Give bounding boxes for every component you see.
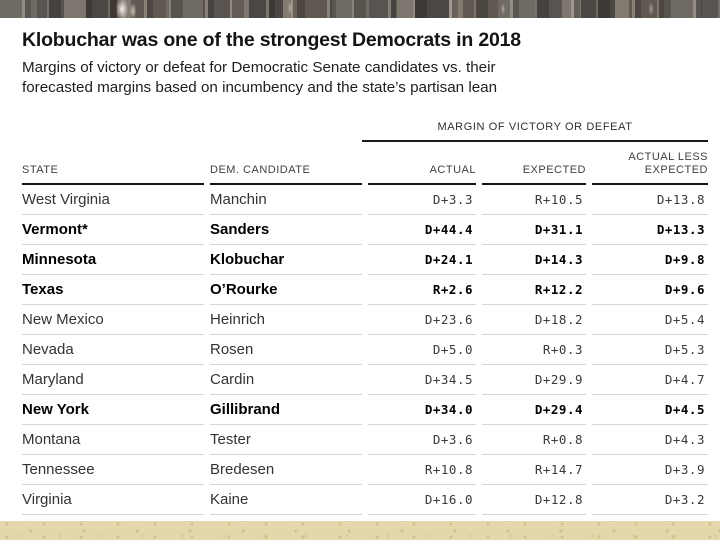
table-row: Vermont* Sanders D+44.4 D+31.1 D+13.3 (22, 215, 708, 245)
column-group-spacer (22, 121, 362, 142)
diff-cell: D+4.5 (592, 395, 708, 425)
state-cell: New Mexico (22, 305, 204, 335)
header-photo-strip (0, 0, 720, 18)
expected-cell: R+0.8 (482, 425, 586, 455)
diff-cell: D+13.3 (592, 215, 708, 245)
candidate-cell: Cardin (210, 365, 362, 395)
table-row: Maryland Cardin D+34.5 D+29.9 D+4.7 (22, 365, 708, 395)
state-cell: Maryland (22, 365, 204, 395)
actual-cell: D+3.6 (368, 425, 476, 455)
state-cell: New York (22, 395, 204, 425)
col-header-diff: ACTUAL LESS EXPECTED (592, 151, 708, 185)
table-card: Klobuchar was one of the strongest Democ… (0, 18, 720, 521)
candidate-cell: Klobuchar (210, 245, 362, 275)
expected-cell: D+12.8 (482, 485, 586, 515)
expected-cell: R+12.2 (482, 275, 586, 305)
actual-cell: D+5.0 (368, 335, 476, 365)
expected-cell: D+29.4 (482, 395, 586, 425)
table-row: Nevada Rosen D+5.0 R+0.3 D+5.3 (22, 335, 708, 365)
col-header-state: STATE (22, 164, 204, 185)
candidate-cell: Sanders (210, 215, 362, 245)
state-cell: Montana (22, 425, 204, 455)
expected-cell: D+31.1 (482, 215, 586, 245)
subtitle-line2: forecasted margins based on incumbency a… (22, 78, 498, 96)
expected-cell: D+18.2 (482, 305, 586, 335)
candidate-cell: O’Rourke (210, 275, 362, 305)
table-row: Montana Tester D+3.6 R+0.8 D+4.3 (22, 425, 708, 455)
expected-cell: D+14.3 (482, 245, 586, 275)
candidate-cell: Manchin (210, 185, 362, 215)
state-cell: Texas (22, 275, 204, 305)
diff-cell: D+5.4 (592, 305, 708, 335)
col-header-actual: ACTUAL (368, 164, 476, 185)
diff-cell: D+3.2 (592, 485, 708, 515)
data-table: MARGIN OF VICTORY OR DEFEAT STATE DEM. C… (22, 121, 708, 515)
diff-cell: D+3.9 (592, 455, 708, 485)
state-cell: Nevada (22, 335, 204, 365)
candidate-cell: Bredesen (210, 455, 362, 485)
column-group-row: MARGIN OF VICTORY OR DEFEAT (22, 121, 708, 142)
col-header-diff-label: ACTUAL LESS EXPECTED (628, 151, 708, 176)
state-cell: Tennessee (22, 455, 204, 485)
state-cell: Minnesota (22, 245, 204, 275)
state-cell: West Virginia (22, 185, 204, 215)
actual-cell: D+34.0 (368, 395, 476, 425)
table-header-row: STATE DEM. CANDIDATE ACTUAL EXPECTED ACT… (22, 142, 708, 185)
actual-cell: D+23.6 (368, 305, 476, 335)
expected-cell: R+10.5 (482, 185, 586, 215)
col-header-candidate: DEM. CANDIDATE (210, 164, 362, 185)
col-header-expected: EXPECTED (482, 164, 586, 185)
candidate-cell: Heinrich (210, 305, 362, 335)
candidate-cell: Gillibrand (210, 395, 362, 425)
table-row: Virginia Kaine D+16.0 D+12.8 D+3.2 (22, 485, 708, 515)
table-row: Tennessee Bredesen R+10.8 R+14.7 D+3.9 (22, 455, 708, 485)
column-group-header: MARGIN OF VICTORY OR DEFEAT (362, 121, 708, 142)
subtitle-line1: Margins of victory or defeat for Democra… (22, 59, 496, 76)
expected-cell: R+14.7 (482, 455, 586, 485)
diff-cell: D+9.6 (592, 275, 708, 305)
diff-cell: D+4.7 (592, 365, 708, 395)
actual-cell: D+34.5 (368, 365, 476, 395)
candidate-cell: Tester (210, 425, 362, 455)
subtitle: Margins of victory or defeat for Democra… (22, 58, 706, 97)
actual-cell: R+2.6 (368, 275, 476, 305)
diff-cell: D+9.8 (592, 245, 708, 275)
diff-cell: D+5.3 (592, 335, 708, 365)
candidate-cell: Kaine (210, 485, 362, 515)
expected-cell: D+29.9 (482, 365, 586, 395)
state-cell: Vermont* (22, 215, 204, 245)
expected-cell: R+0.3 (482, 335, 586, 365)
page-title: Klobuchar was one of the strongest Democ… (22, 29, 521, 51)
table-row: Minnesota Klobuchar D+24.1 D+14.3 D+9.8 (22, 245, 708, 275)
table-row: West Virginia Manchin D+3.3 R+10.5 D+13.… (22, 185, 708, 215)
candidate-cell: Rosen (210, 335, 362, 365)
table-row: New Mexico Heinrich D+23.6 D+18.2 D+5.4 (22, 305, 708, 335)
actual-cell: D+44.4 (368, 215, 476, 245)
actual-cell: R+10.8 (368, 455, 476, 485)
state-cell: Virginia (22, 485, 204, 515)
diff-cell: D+13.8 (592, 185, 708, 215)
actual-cell: D+16.0 (368, 485, 476, 515)
table-row: New York Gillibrand D+34.0 D+29.4 D+4.5 (22, 395, 708, 425)
diff-cell: D+4.3 (592, 425, 708, 455)
table-row: Texas O’Rourke R+2.6 R+12.2 D+9.6 (22, 275, 708, 305)
actual-cell: D+24.1 (368, 245, 476, 275)
actual-cell: D+3.3 (368, 185, 476, 215)
